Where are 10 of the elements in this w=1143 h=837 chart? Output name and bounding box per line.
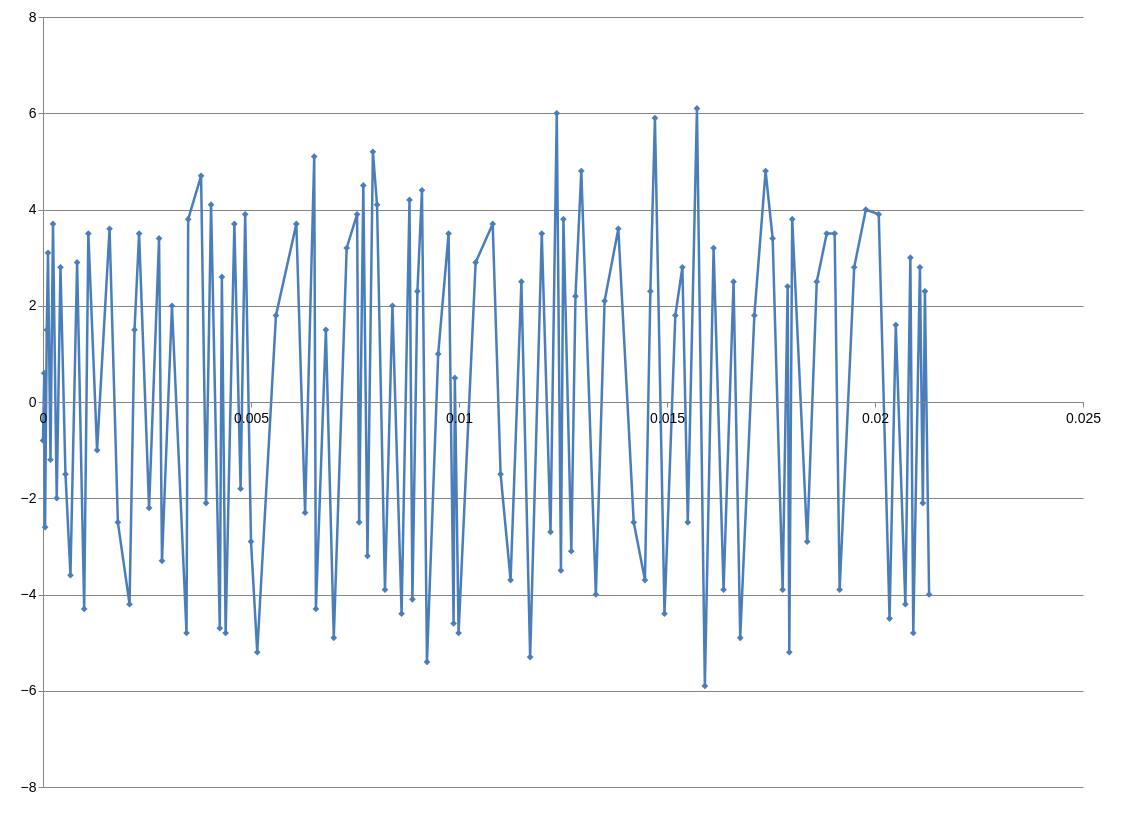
x-tick-label: 0.025 — [1065, 409, 1102, 426]
y-tick-label: −4 — [20, 586, 37, 602]
y-tick-label: 4 — [28, 201, 37, 217]
y-tick-label: −2 — [20, 489, 37, 506]
y-tick-label: 8 — [28, 8, 37, 25]
y-tick-label: −6 — [20, 682, 37, 699]
y-tick-label: 0 — [28, 393, 37, 410]
y-tick-label: −8 — [20, 778, 37, 795]
y-tick-label: 6 — [28, 104, 37, 121]
y-tick-label: 2 — [28, 297, 37, 314]
